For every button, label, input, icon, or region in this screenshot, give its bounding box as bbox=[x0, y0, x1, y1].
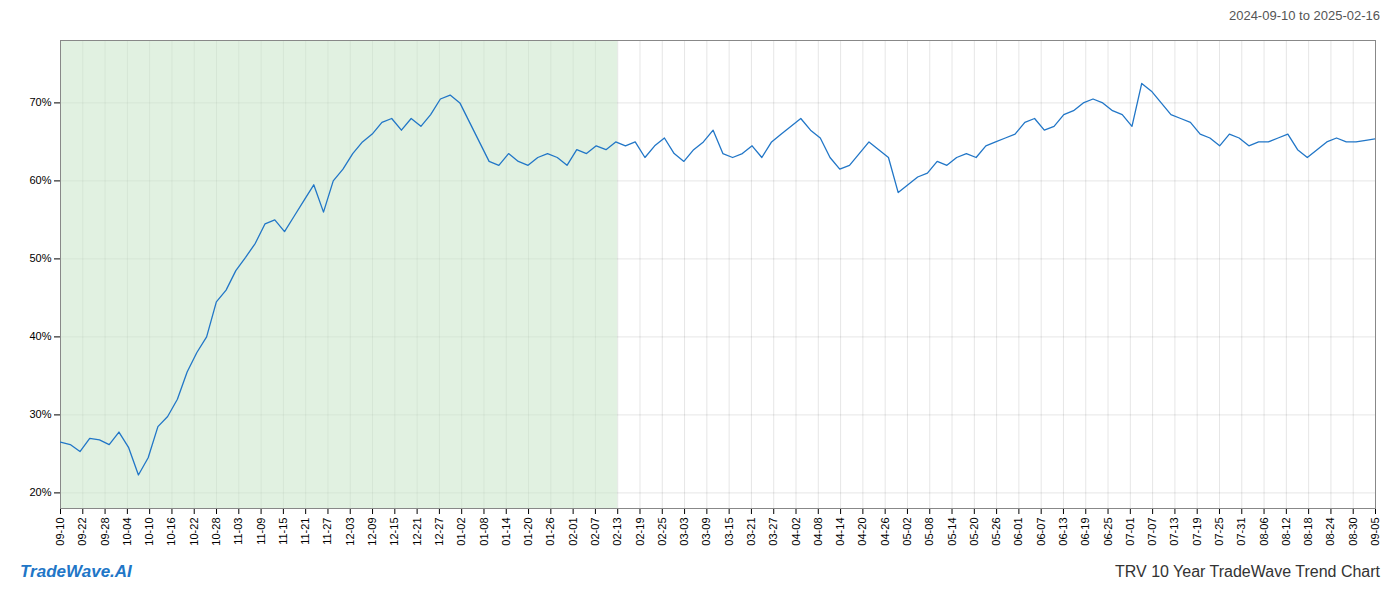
svg-text:70%: 70% bbox=[29, 96, 51, 108]
svg-text:01-02: 01-02 bbox=[455, 518, 467, 546]
svg-text:20%: 20% bbox=[29, 486, 51, 498]
svg-text:06-19: 06-19 bbox=[1079, 518, 1091, 546]
svg-text:02-13: 02-13 bbox=[611, 518, 623, 546]
svg-text:02-25: 02-25 bbox=[656, 518, 668, 546]
svg-text:07-01: 07-01 bbox=[1124, 518, 1136, 546]
svg-text:11-09: 11-09 bbox=[255, 518, 267, 545]
svg-text:10-10: 10-10 bbox=[143, 518, 155, 546]
svg-text:12-03: 12-03 bbox=[344, 518, 356, 546]
svg-text:08-24: 08-24 bbox=[1324, 518, 1336, 546]
svg-text:11-03: 11-03 bbox=[232, 518, 244, 545]
svg-text:12-09: 12-09 bbox=[366, 518, 378, 546]
svg-text:05-20: 05-20 bbox=[968, 518, 980, 546]
svg-text:05-14: 05-14 bbox=[946, 518, 958, 546]
svg-text:08-12: 08-12 bbox=[1280, 518, 1292, 546]
svg-text:11-15: 11-15 bbox=[277, 518, 289, 545]
svg-text:03-09: 03-09 bbox=[700, 518, 712, 546]
svg-text:40%: 40% bbox=[29, 330, 51, 342]
svg-text:06-13: 06-13 bbox=[1057, 518, 1069, 546]
svg-text:02-07: 02-07 bbox=[589, 518, 601, 546]
html-text:TradeWave.AI: TradeWave.AI bbox=[20, 562, 132, 581]
svg-text:04-20: 04-20 bbox=[856, 518, 868, 546]
svg-text:11-21: 11-21 bbox=[299, 518, 311, 545]
svg-text:08-18: 08-18 bbox=[1302, 518, 1314, 546]
svg-text:06-01: 06-01 bbox=[1012, 518, 1024, 546]
svg-text:04-08: 04-08 bbox=[812, 518, 824, 546]
svg-text:06-25: 06-25 bbox=[1102, 518, 1114, 546]
svg-text:03-03: 03-03 bbox=[678, 518, 690, 546]
svg-text:09-10: 09-10 bbox=[54, 518, 66, 546]
svg-text:06-07: 06-07 bbox=[1035, 518, 1047, 546]
html-text:TRV 10 Year TradeWave Trend Ch: TRV 10 Year TradeWave Trend Chart bbox=[1115, 563, 1380, 580]
svg-text:05-08: 05-08 bbox=[923, 518, 935, 546]
svg-text:04-02: 04-02 bbox=[790, 518, 802, 546]
svg-text:10-16: 10-16 bbox=[165, 518, 177, 546]
svg-text:12-15: 12-15 bbox=[388, 518, 400, 546]
svg-text:07-31: 07-31 bbox=[1235, 518, 1247, 546]
svg-text:08-30: 08-30 bbox=[1347, 518, 1359, 546]
svg-text:01-26: 01-26 bbox=[544, 518, 556, 546]
svg-text:03-27: 03-27 bbox=[767, 518, 779, 546]
svg-text:09-28: 09-28 bbox=[99, 518, 111, 546]
svg-text:02-01: 02-01 bbox=[567, 518, 579, 546]
svg-text:07-25: 07-25 bbox=[1213, 518, 1225, 546]
svg-text:05-02: 05-02 bbox=[901, 518, 913, 546]
svg-text:03-21: 03-21 bbox=[745, 518, 757, 546]
svg-text:10-28: 10-28 bbox=[210, 518, 222, 546]
svg-text:08-06: 08-06 bbox=[1258, 518, 1270, 546]
svg-text:01-20: 01-20 bbox=[522, 518, 534, 546]
svg-text:12-27: 12-27 bbox=[433, 518, 445, 546]
svg-text:09-22: 09-22 bbox=[76, 518, 88, 546]
svg-text:07-07: 07-07 bbox=[1146, 518, 1158, 546]
svg-text:12-21: 12-21 bbox=[411, 518, 423, 546]
svg-text:50%: 50% bbox=[29, 252, 51, 264]
svg-text:01-14: 01-14 bbox=[500, 518, 512, 546]
svg-text:09-05: 09-05 bbox=[1369, 518, 1381, 546]
svg-text:04-26: 04-26 bbox=[879, 518, 891, 546]
svg-text:10-22: 10-22 bbox=[188, 518, 200, 546]
svg-text:04-14: 04-14 bbox=[834, 518, 846, 546]
svg-text:05-26: 05-26 bbox=[990, 518, 1002, 546]
svg-text:03-15: 03-15 bbox=[723, 518, 735, 546]
svg-text:30%: 30% bbox=[29, 408, 51, 420]
svg-text:60%: 60% bbox=[29, 174, 51, 186]
html-text:2024-09-10 to 2025-02-16: 2024-09-10 to 2025-02-16 bbox=[1228, 8, 1380, 23]
svg-text:01-08: 01-08 bbox=[477, 518, 489, 546]
svg-text:07-19: 07-19 bbox=[1191, 518, 1203, 546]
svg-text:11-27: 11-27 bbox=[321, 518, 333, 545]
svg-text:10-04: 10-04 bbox=[121, 518, 133, 546]
svg-text:07-13: 07-13 bbox=[1168, 518, 1180, 546]
svg-text:02-19: 02-19 bbox=[634, 518, 646, 546]
